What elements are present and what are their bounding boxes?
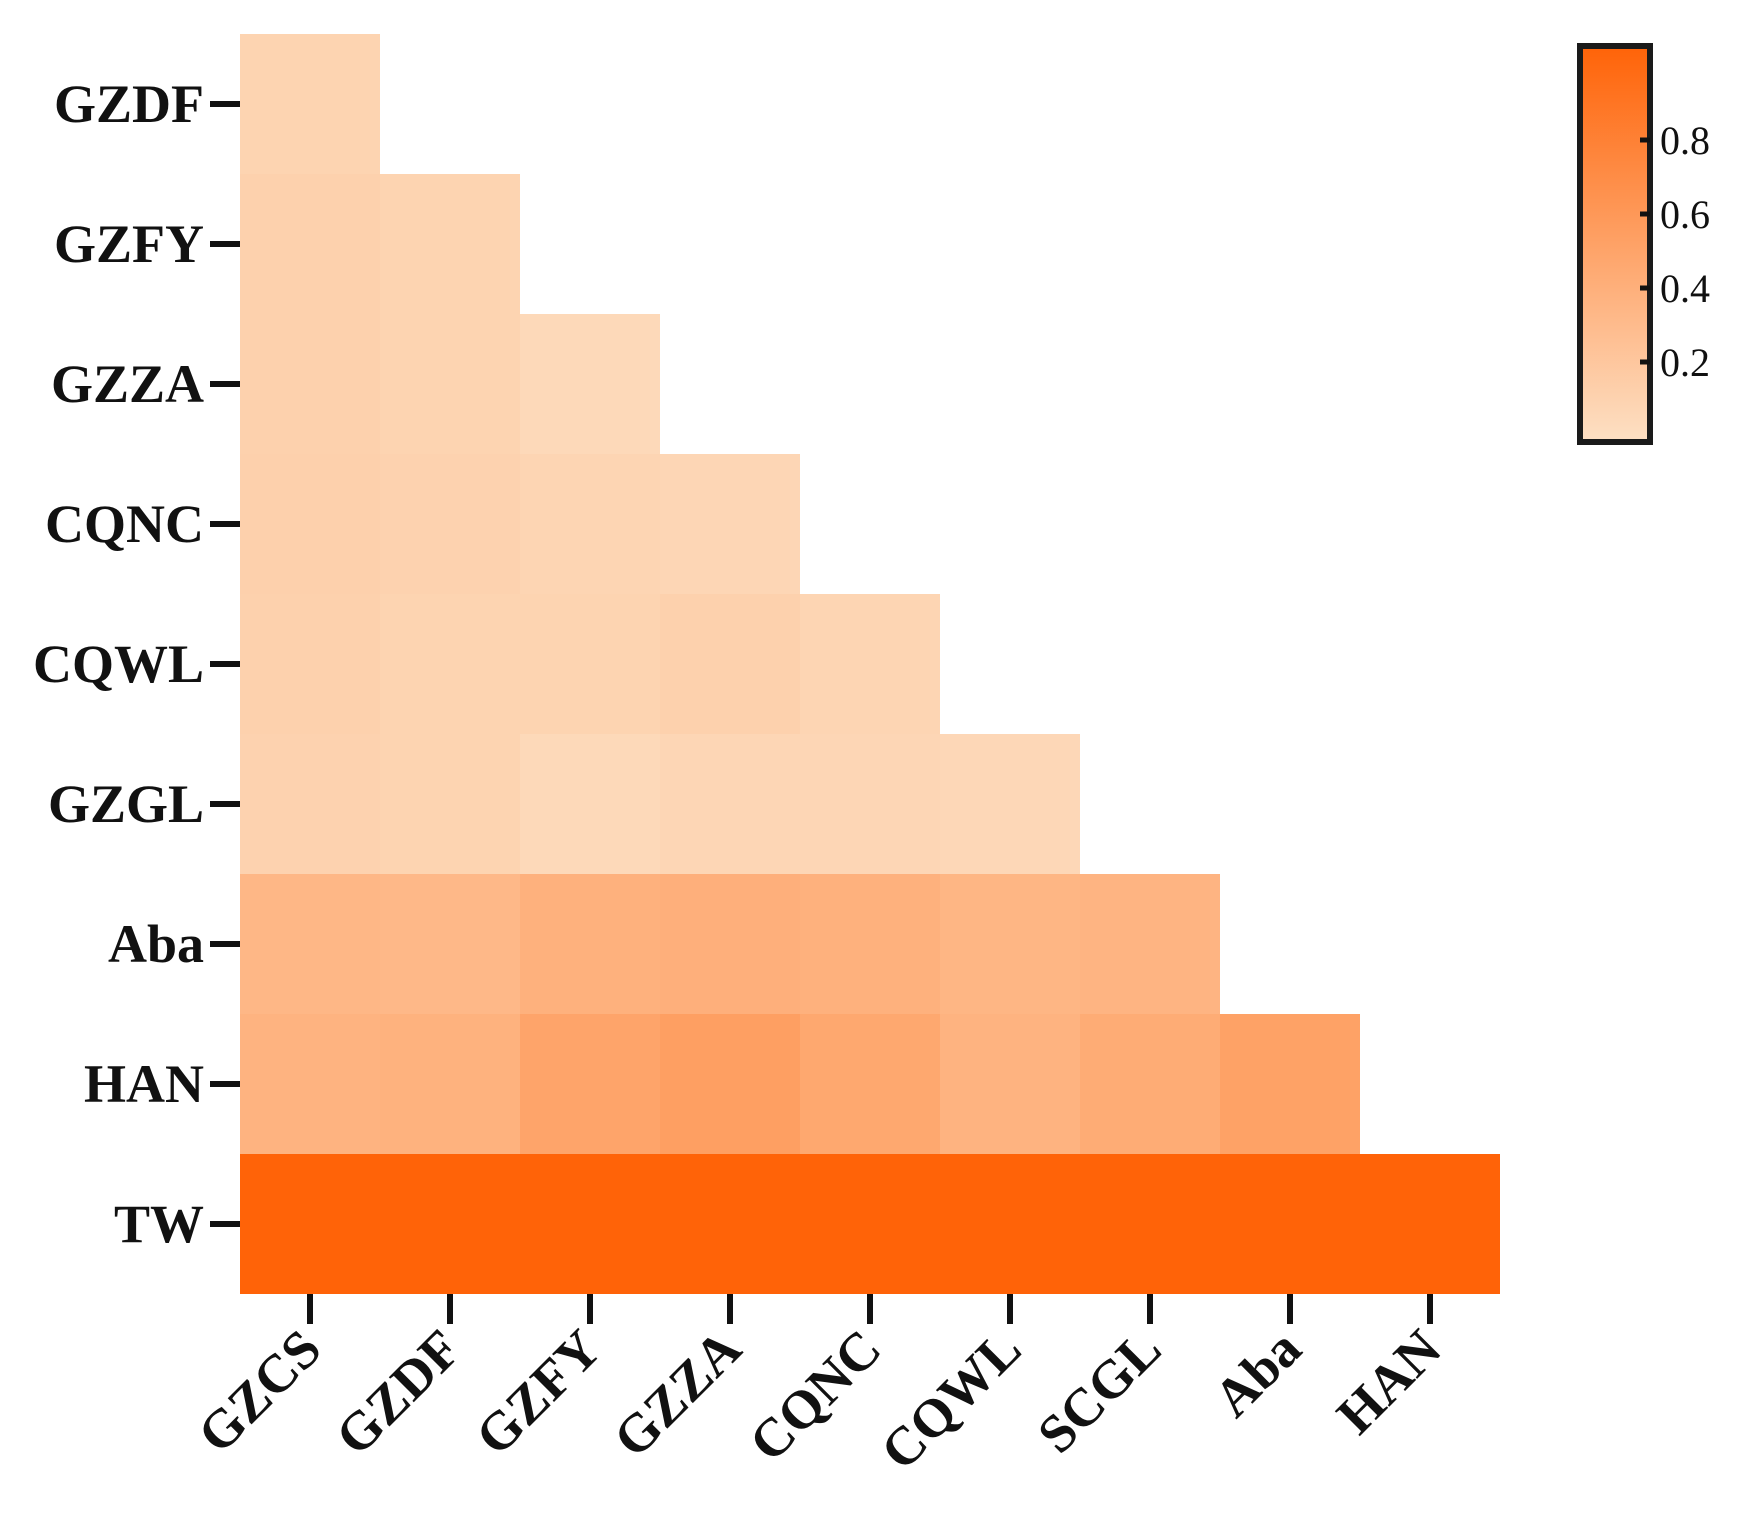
heatmap-cell: [380, 1014, 520, 1154]
heatmap-cell: [240, 594, 380, 734]
heatmap-cell: [520, 1014, 660, 1154]
heatmap-cell: [380, 594, 520, 734]
y-tick-label: GZFY: [54, 214, 204, 274]
colorbar-tick-label: 0.2: [1660, 340, 1710, 385]
x-tick-label: GZZA: [602, 1318, 753, 1469]
heatmap-cell: [1080, 1014, 1220, 1154]
x-tick-label: CQNC: [738, 1318, 893, 1473]
colorbar-gradient: [1577, 43, 1653, 445]
heatmap-cell: [380, 1154, 520, 1294]
heatmap-cell: [1360, 1154, 1500, 1294]
y-tick-label: CQWL: [33, 634, 204, 694]
heatmap-cell: [660, 454, 800, 594]
y-tick-label: CQNC: [45, 494, 204, 554]
heatmap-cell: [1080, 874, 1220, 1014]
x-tick-label: GZDF: [324, 1318, 473, 1467]
heatmap-cell: [1080, 1154, 1220, 1294]
heatmap-cell: [1220, 1154, 1360, 1294]
y-tick-label: HAN: [84, 1054, 204, 1114]
y-tick-label: Aba: [108, 914, 204, 974]
heatmap-cell: [240, 174, 380, 314]
heatmap-cell: [380, 874, 520, 1014]
heatmap-cell: [660, 594, 800, 734]
heatmap-cell: [240, 874, 380, 1014]
heatmap-cell: [800, 594, 940, 734]
heatmap-cell: [660, 874, 800, 1014]
colorbar-tick-label: 0.8: [1660, 118, 1710, 163]
heatmap-cell: [940, 1014, 1080, 1154]
heatmap-cell: [520, 314, 660, 454]
heatmap-cell: [520, 874, 660, 1014]
y-tick-label: GZZA: [51, 354, 204, 414]
heatmap-cell: [380, 314, 520, 454]
heatmap-cell: [800, 734, 940, 874]
heatmap-cell: [240, 734, 380, 874]
x-tick-label: HAN: [1325, 1318, 1452, 1445]
heatmap-cell: [520, 734, 660, 874]
colorbar-tick-label: 0.6: [1660, 192, 1710, 237]
heatmap-cell: [520, 454, 660, 594]
heatmap-cell: [660, 734, 800, 874]
y-tick-label: GZGL: [48, 774, 204, 834]
heatmap-cell: [520, 594, 660, 734]
x-tick-label: SCGL: [1026, 1318, 1172, 1464]
y-tick-label: GZDF: [54, 74, 204, 134]
heatmap-cell: [1220, 1014, 1360, 1154]
heatmap-cell: [240, 1154, 380, 1294]
heatmap-cell: [800, 874, 940, 1014]
heatmap-cell: [520, 1154, 660, 1294]
heatmap-cell: [940, 874, 1080, 1014]
heatmap-cell: [240, 454, 380, 594]
y-tick-label: TW: [114, 1194, 204, 1254]
heatmap-cells: [240, 34, 1500, 1294]
heatmap-cell: [940, 1154, 1080, 1294]
colorbar-ticks: 0.2 0.4 0.6 0.8: [1640, 118, 1710, 385]
heatmap-cell: [660, 1014, 800, 1154]
colorbar: 0.2 0.4 0.6 0.8: [1577, 43, 1710, 445]
heatmap-cell: [240, 1014, 380, 1154]
x-tick-label: GZCS: [186, 1318, 332, 1464]
heatmap-cell: [240, 34, 380, 174]
heatmap-cell: [800, 1014, 940, 1154]
x-tick-label: GZFY: [464, 1318, 613, 1467]
heatmap-cell: [800, 1154, 940, 1294]
heatmap-cell: [380, 734, 520, 874]
heatmap-cell: [240, 314, 380, 454]
colorbar-tick-label: 0.4: [1660, 266, 1710, 311]
y-axis: GZDF GZFY GZZA CQNC CQWL GZGL Aba HAN TW: [33, 74, 240, 1254]
heatmap-cell: [660, 1154, 800, 1294]
heatmap-cell: [380, 174, 520, 314]
x-tick-label: CQWL: [869, 1318, 1032, 1481]
x-tick-label: Aba: [1202, 1318, 1312, 1428]
heatmap-cell: [380, 454, 520, 594]
heatmap-cell: [940, 734, 1080, 874]
